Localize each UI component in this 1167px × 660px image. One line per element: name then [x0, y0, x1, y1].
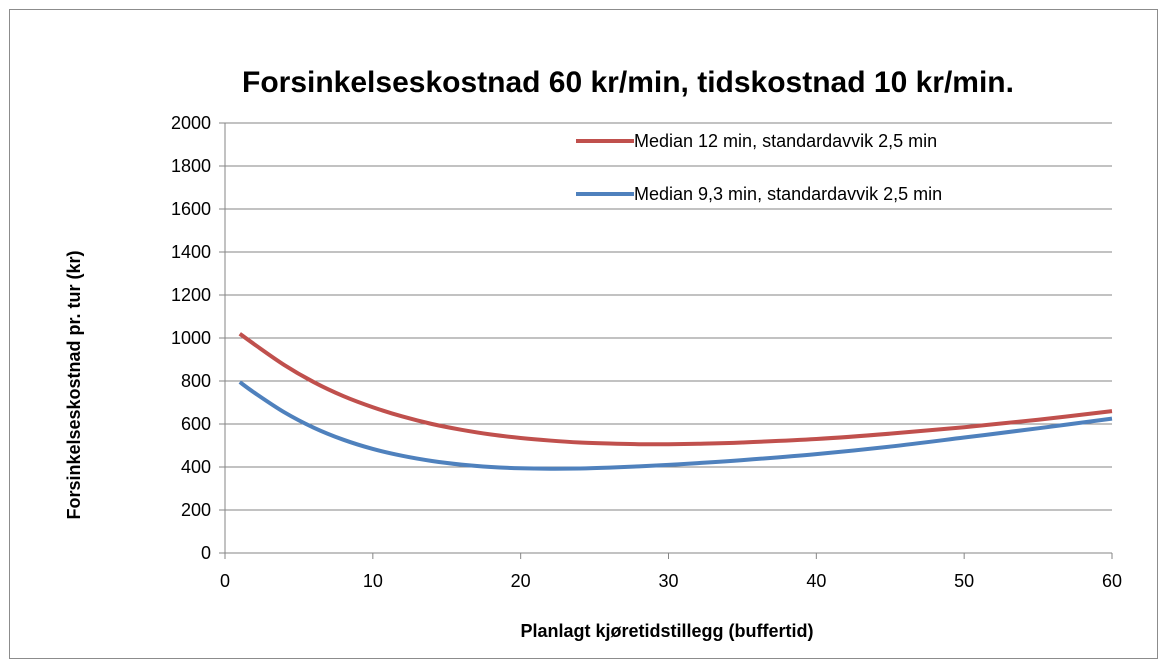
grid-lines — [225, 122, 1112, 511]
y-tick-label: 1400 — [171, 242, 211, 262]
y-axis-label: Forsinkelseskostnad pr. tur (kr) — [64, 250, 84, 519]
x-tick-labels: 0 10 20 30 40 50 60 — [220, 571, 1122, 591]
y-tick-label: 200 — [181, 500, 211, 520]
chart-title: Forsinkelseskostnad 60 kr/min, tidskostn… — [242, 66, 1014, 99]
series-line-2 — [238, 380, 1113, 471]
y-tick-label: 1200 — [171, 285, 211, 305]
x-axis-label: Planlagt kjøretidstillegg (buffertid) — [520, 621, 813, 641]
y-tick-label: 2000 — [171, 113, 211, 133]
y-tick-label: 400 — [181, 457, 211, 477]
x-tick-label: 30 — [658, 571, 678, 591]
chart-frame — [9, 9, 1158, 659]
x-tick-label: 10 — [363, 571, 383, 591]
y-tick-label: 1600 — [171, 199, 211, 219]
y-tick-label: 800 — [181, 371, 211, 391]
axes — [219, 122, 1113, 559]
x-tick-label: 40 — [806, 571, 826, 591]
y-tick-label: 1800 — [171, 156, 211, 176]
legend: Median 12 min, standardavvik 2,5 min Medi… — [576, 131, 942, 204]
x-tick-label: 60 — [1102, 571, 1122, 591]
series-lines — [238, 332, 1113, 471]
y-tick-label: 600 — [181, 414, 211, 434]
legend-label-1: Median 12 min, standardavvik 2,5 min — [634, 131, 937, 151]
x-tick-label: 20 — [511, 571, 531, 591]
y-tick-label: 0 — [201, 543, 211, 563]
x-tick-label: 50 — [954, 571, 974, 591]
y-tick-labels: 0 200 400 600 800 1000 1200 1400 1600 1800 2000 — [171, 113, 211, 563]
legend-label-2: Median 9,3 min, standardavvik 2,5 min — [634, 184, 942, 204]
x-tick-label: 0 — [220, 571, 230, 591]
y-tick-label: 1000 — [171, 328, 211, 348]
series-line-1 — [238, 332, 1113, 447]
